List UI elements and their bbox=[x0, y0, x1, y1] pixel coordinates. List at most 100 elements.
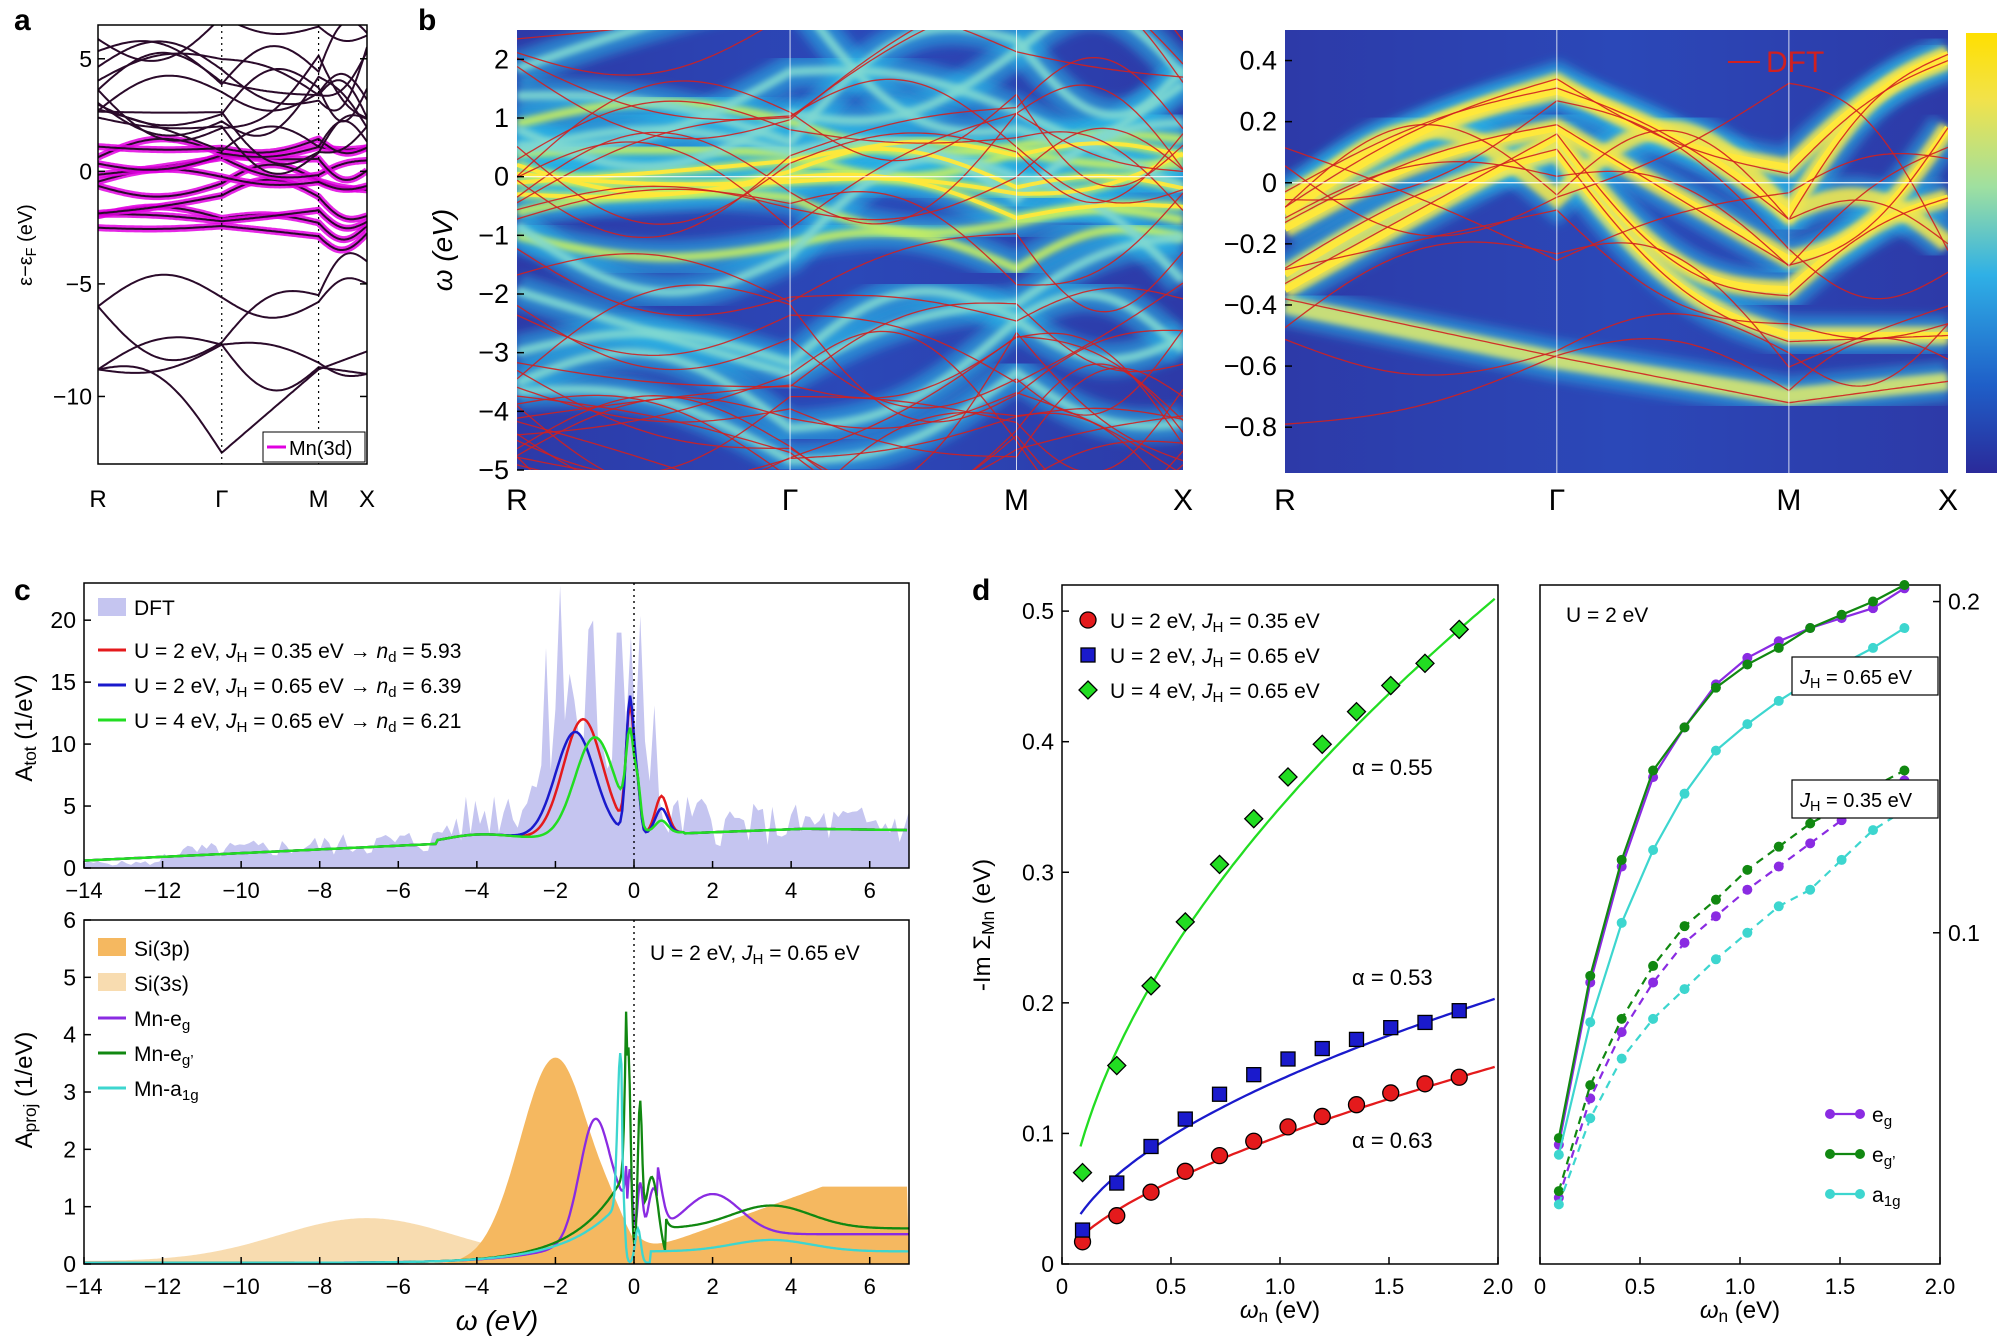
data-point bbox=[1553, 1186, 1564, 1197]
x-tick-label: −2 bbox=[543, 878, 568, 903]
dft-band-line bbox=[1285, 337, 1948, 425]
data-point bbox=[1553, 1199, 1564, 1210]
data-point bbox=[1585, 1017, 1596, 1028]
panel-b-left-axes: 2 1 0 −1 −2 −3 −4 −5R Γ M Xω (eV) bbox=[427, 44, 1193, 517]
data-point bbox=[1415, 653, 1435, 674]
panel-label-b: b bbox=[418, 4, 436, 37]
legend: DFT U = 2 eV, JH = 0.35 eV → nd = 5.93 U =… bbox=[98, 597, 461, 736]
data-point bbox=[1245, 1132, 1263, 1150]
band-line bbox=[98, 72, 367, 112]
band-line bbox=[98, 252, 367, 362]
y-tick-label: 1 bbox=[63, 1194, 76, 1220]
band-line bbox=[98, 178, 367, 221]
data-point bbox=[1380, 675, 1401, 696]
data-point bbox=[1648, 977, 1659, 988]
band-line bbox=[98, 137, 367, 155]
data-point bbox=[1143, 1138, 1159, 1155]
x-tick-label: −4 bbox=[464, 878, 489, 903]
dft-band-line bbox=[517, 282, 1183, 384]
dft-band-line bbox=[1285, 313, 1948, 387]
data-point bbox=[1899, 765, 1910, 776]
x-tick-label: −2 bbox=[543, 1274, 568, 1299]
legend-marker bbox=[1825, 1149, 1835, 1159]
x-tick-label: R bbox=[89, 486, 106, 513]
data-point bbox=[1648, 765, 1659, 776]
legend-label: eg bbox=[1872, 1104, 1892, 1130]
y-tick-label: 0 bbox=[1262, 168, 1277, 198]
x-tick-label: −4 bbox=[464, 1274, 489, 1299]
jh-label-box: JH = 0.65 eV bbox=[1791, 656, 1939, 696]
y-tick-label: 2 bbox=[63, 1136, 76, 1162]
data-point bbox=[1710, 682, 1721, 693]
plot-frame bbox=[97, 24, 368, 465]
data-point bbox=[1108, 1207, 1126, 1225]
data-point bbox=[1383, 1020, 1399, 1036]
y-tick-label: 0 bbox=[1041, 1251, 1054, 1277]
legend: Mn(3d) bbox=[262, 431, 366, 463]
panel-label-a: a bbox=[14, 4, 31, 37]
data-point bbox=[1211, 1086, 1228, 1102]
x-tick-label: 6 bbox=[864, 1274, 876, 1299]
x-tick-label: X bbox=[359, 486, 375, 513]
plot-frame bbox=[83, 582, 910, 869]
data-point bbox=[1209, 854, 1230, 875]
x-tick-label: R bbox=[1274, 484, 1296, 517]
band-line bbox=[98, 75, 367, 137]
band-structure bbox=[98, 25, 367, 455]
x-tick-label: Γ bbox=[215, 486, 228, 513]
y-tick-label: 0 bbox=[494, 162, 509, 192]
y-tick-label: −3 bbox=[478, 338, 509, 368]
panel-a-axes: 5 0 −5 −10 R Γ M Xε−εF (eV) Mn(3d) bbox=[15, 24, 375, 513]
panel-a: 5 0 −5 −10 R Γ M Xε−εF (eV) Mn(3d) bbox=[15, 24, 375, 513]
legend-swatch bbox=[98, 598, 126, 616]
alpha-label: α = 0.63 bbox=[1352, 1128, 1433, 1153]
panel-c-top: 0 5 10 15 20 −14 −12 −10 −8 −6 −4 −2 0 2 4 6 Atot (1/eV)… bbox=[11, 582, 910, 903]
data-point bbox=[1313, 1107, 1331, 1126]
data-point bbox=[1142, 1183, 1160, 1201]
data-point bbox=[1868, 642, 1879, 653]
dft-band-line bbox=[517, 284, 1183, 423]
dft-band-line bbox=[517, 395, 1183, 470]
y-tick-label: 0.4 bbox=[1022, 729, 1054, 755]
data-point bbox=[1899, 623, 1910, 634]
band-line bbox=[98, 341, 367, 377]
data-point bbox=[1141, 975, 1161, 996]
spectral-band bbox=[517, 65, 1183, 192]
x-tick-label: −14 bbox=[65, 878, 102, 903]
data-point bbox=[1742, 927, 1753, 938]
band-line bbox=[98, 224, 367, 251]
legend-swatch bbox=[98, 938, 126, 956]
y-axis-label: ω (eV) bbox=[427, 209, 458, 291]
x-tick-label: 1.5 bbox=[1825, 1274, 1856, 1299]
y-tick-label: 0.5 bbox=[1022, 598, 1054, 624]
x-tick-label: 2 bbox=[706, 878, 718, 903]
plot-area bbox=[84, 585, 909, 868]
data-point bbox=[1773, 841, 1784, 852]
band-line bbox=[98, 110, 367, 166]
data-point bbox=[1210, 1146, 1229, 1165]
data-point bbox=[1616, 1053, 1627, 1064]
panel-b-right: 0.4 0.2 0 −0.2 −0.4 −0.6 −0.8 R Γ M X DFT bbox=[1224, 30, 1997, 517]
dft-band-line bbox=[517, 127, 1183, 221]
band-line bbox=[98, 273, 367, 319]
y-axis-label: ε−εF (eV) bbox=[15, 204, 40, 286]
y-tick-label: 0 bbox=[79, 158, 92, 184]
legend-label: U = 4 eV, JH = 0.65 eV bbox=[1110, 680, 1320, 706]
data-point bbox=[1106, 1055, 1127, 1076]
mn-a1g-curve bbox=[84, 1052, 909, 1264]
data-point bbox=[1742, 659, 1753, 670]
data-point bbox=[1279, 1118, 1297, 1136]
series-line bbox=[1557, 779, 1905, 1199]
legend-label: Si(3s) bbox=[134, 973, 189, 996]
data-point bbox=[1679, 984, 1690, 995]
data-point bbox=[1175, 911, 1196, 932]
x-tick-label: 1.0 bbox=[1725, 1274, 1756, 1299]
y-tick-label: 20 bbox=[50, 607, 76, 633]
x-tick-label: −12 bbox=[144, 878, 181, 903]
data-point bbox=[1836, 854, 1847, 865]
data-point bbox=[1449, 619, 1470, 640]
y-tick-label: 0.4 bbox=[1239, 46, 1277, 76]
data-point bbox=[1679, 921, 1690, 932]
data-point bbox=[1280, 1051, 1296, 1067]
data-point bbox=[1679, 788, 1690, 799]
